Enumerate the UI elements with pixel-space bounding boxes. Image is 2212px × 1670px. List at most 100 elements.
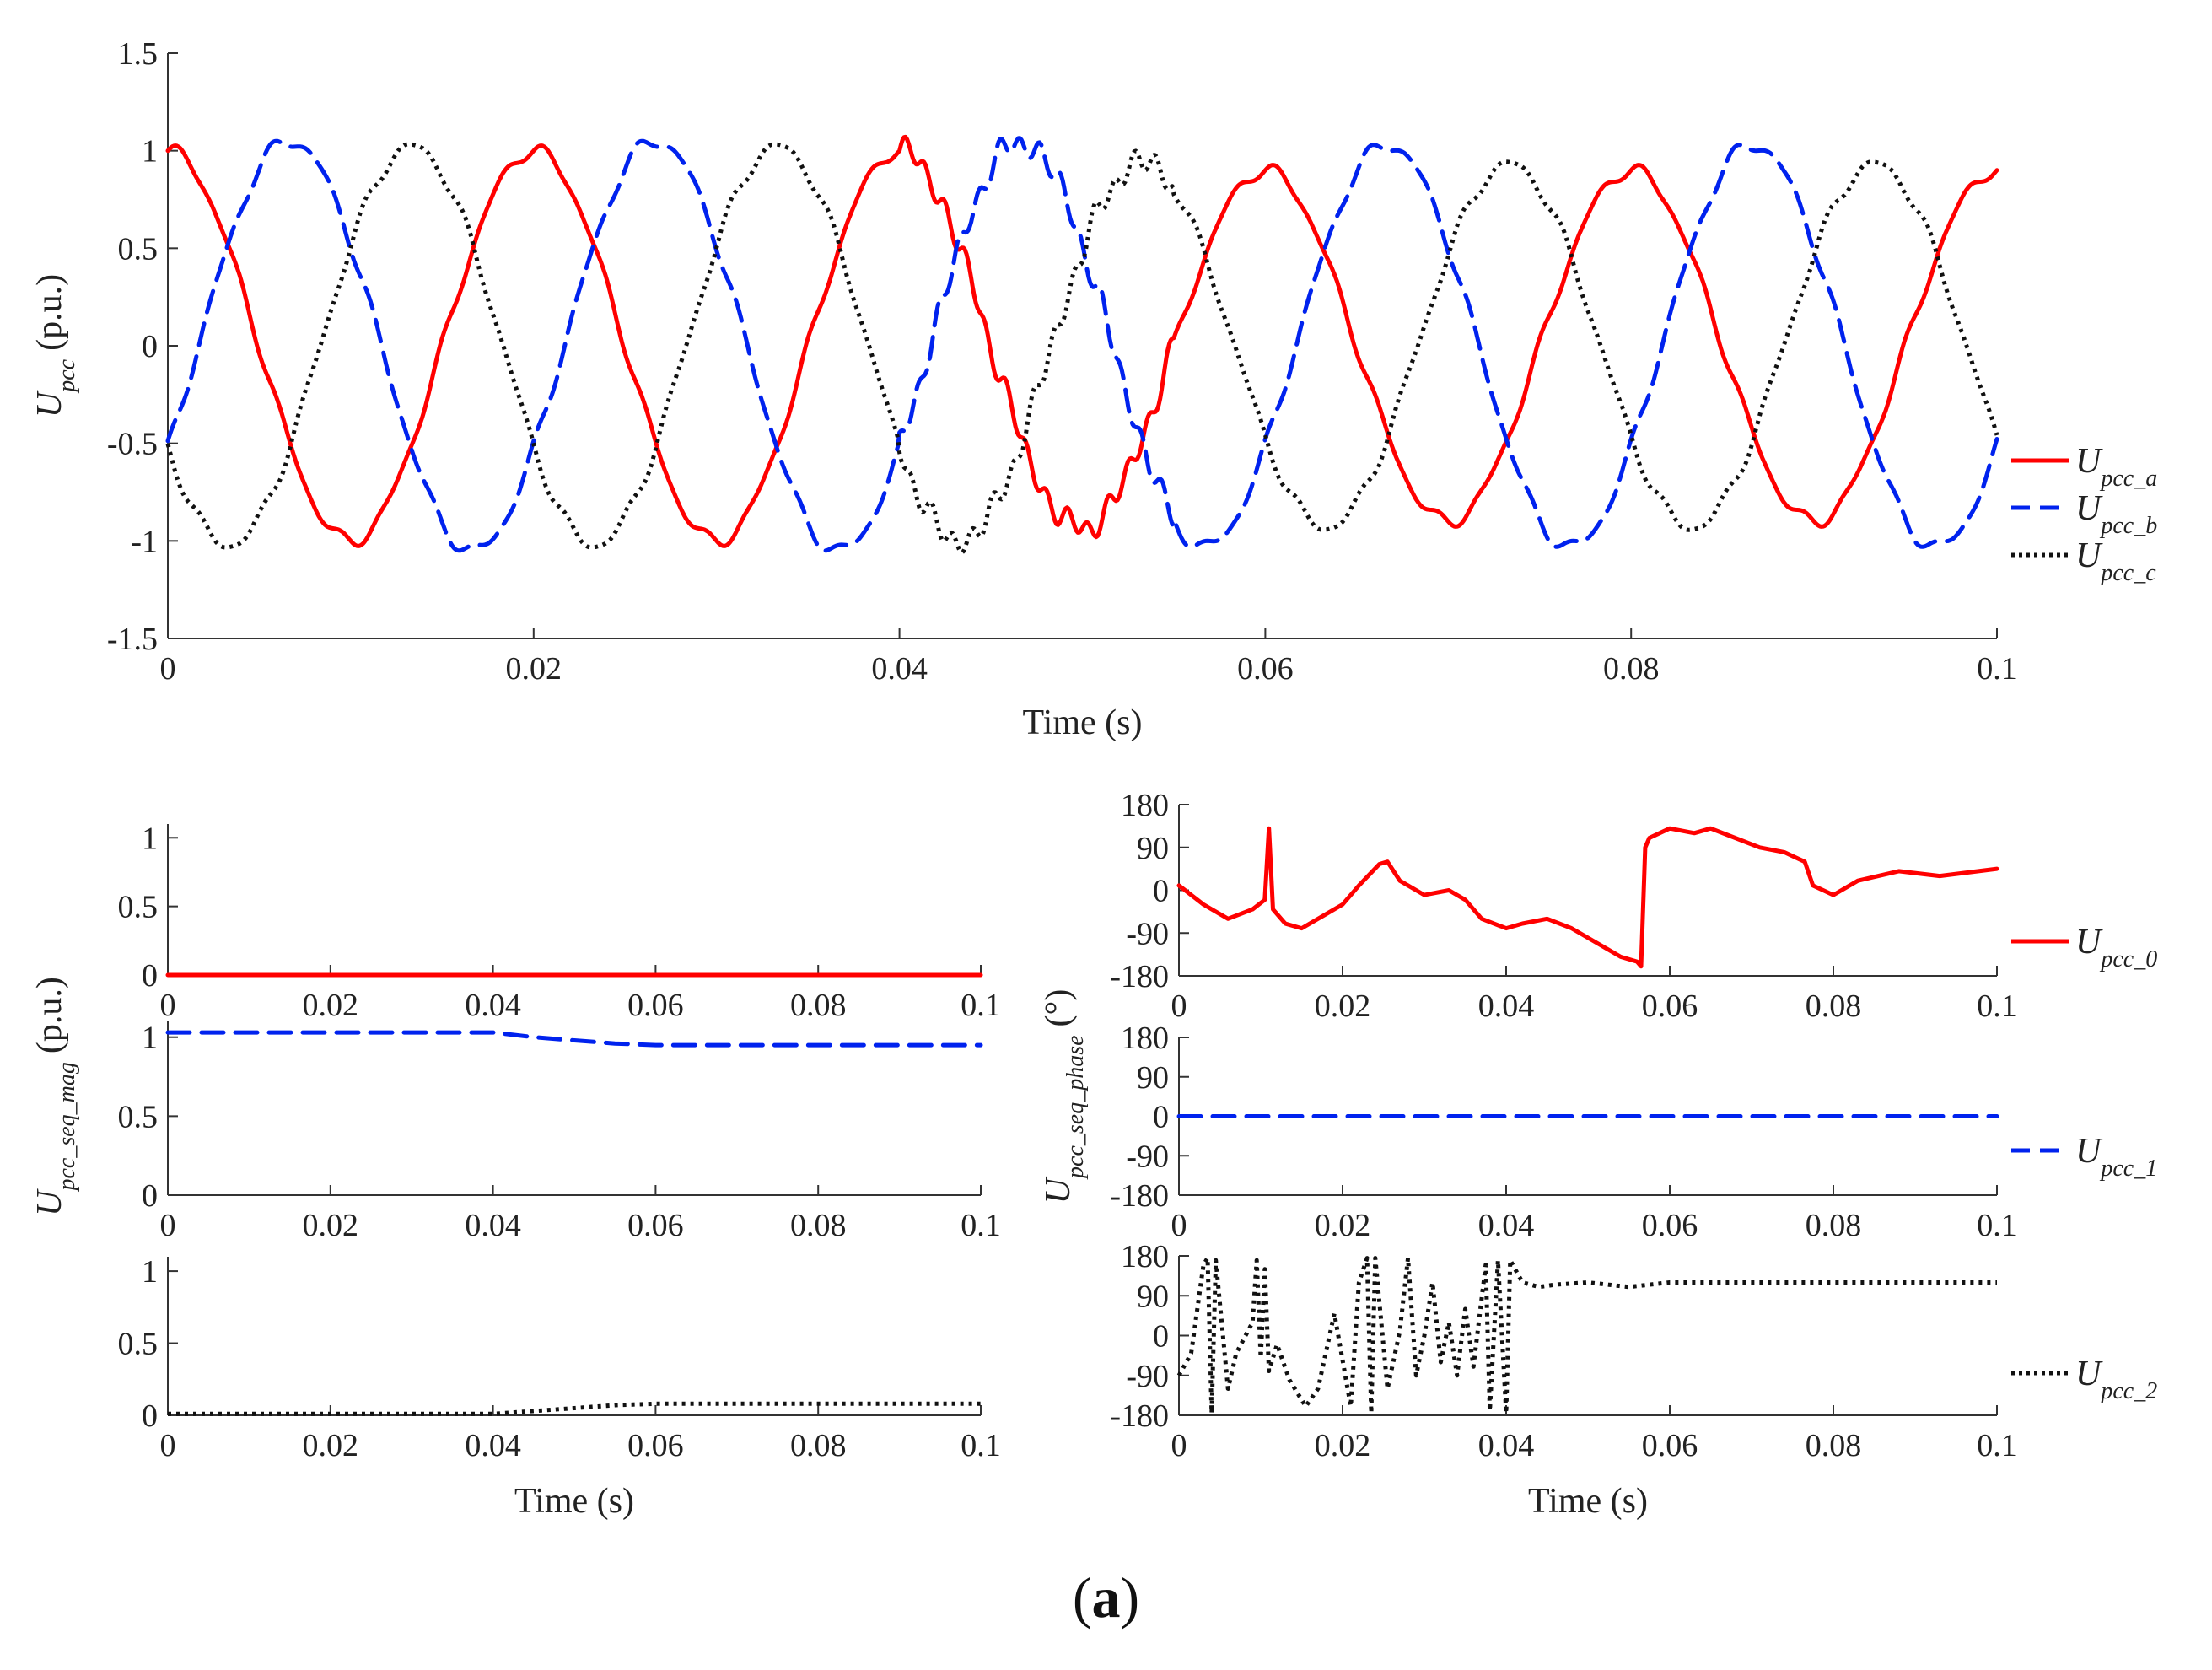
top-x-tick-label: 0.1 bbox=[1977, 651, 2017, 687]
phase-2-y-tick-label: 180 bbox=[1121, 1239, 1169, 1274]
phase-2-x-tick-label: 0.1 bbox=[1977, 1428, 2017, 1463]
mag-1-x-tick-label: 0 bbox=[160, 1208, 176, 1243]
phase-1-x-tick-label: 0.04 bbox=[1478, 1208, 1535, 1243]
mag-0-x-tick-label: 0.02 bbox=[303, 988, 359, 1023]
phase-y-axis-label-sub: pcc_seq_phase bbox=[1063, 1035, 1089, 1180]
phase-y-axis-label-unit: (°) bbox=[1039, 989, 1078, 1027]
phase-0-x-tick-label: 0.06 bbox=[1642, 989, 1698, 1024]
phase-1-y-tick-label: -180 bbox=[1110, 1178, 1169, 1214]
phase-1-y-tick-label: -90 bbox=[1126, 1139, 1169, 1174]
top-x-tick-label: 0.04 bbox=[871, 651, 928, 687]
phase-1-y-tick-label: 180 bbox=[1121, 1021, 1169, 1056]
mag-y-axis-label-sub: pcc_seq_mag bbox=[54, 1062, 80, 1192]
phase-legend-phase_0-label-sub: pcc_0 bbox=[2099, 946, 2157, 972]
phase-0-x-tick-label: 0 bbox=[1171, 989, 1187, 1024]
top-series-pcc_b bbox=[165, 136, 1999, 553]
caption-open: ( bbox=[1072, 1565, 1092, 1630]
top-legend-pcc_b-label-sub: pcc_b bbox=[2099, 513, 2157, 539]
phase-0-y-tick-label: -90 bbox=[1126, 916, 1169, 951]
phase-y-axis-label: Upcc_seq_phase (°) bbox=[1039, 989, 1089, 1204]
phase-0-x-tick-label: 0.04 bbox=[1478, 989, 1535, 1024]
phase-2-x-tick-label: 0.02 bbox=[1315, 1428, 1371, 1463]
phase-0-x-tick-label: 0.02 bbox=[1315, 989, 1371, 1024]
top-x-tick-label: 0.06 bbox=[1237, 651, 1294, 687]
mag-1-y-tick-label: 1 bbox=[142, 1021, 158, 1056]
mag-1-x-tick-label: 0.04 bbox=[465, 1208, 521, 1243]
top-series-pcc_a bbox=[165, 134, 1999, 548]
caption-letter: a bbox=[1091, 1565, 1121, 1630]
chart-top: 0 0.02 0.04 0.06 0.08 0.1 -1.5 -1 -0.5 0 0.5 1 1.5 Ti… bbox=[30, 36, 2157, 742]
phase-0-y-tick-label: 180 bbox=[1121, 788, 1169, 823]
mag-y-axis-label-main: U bbox=[30, 1188, 69, 1216]
phase-legend-phase_1-label: Upcc_1 bbox=[2075, 1132, 2157, 1182]
phase-2-x-tick-label: 0.08 bbox=[1806, 1428, 1862, 1463]
phase-0-x-tick-label: 0.08 bbox=[1806, 989, 1862, 1024]
mag-2-x-tick-label: 0.08 bbox=[790, 1428, 847, 1463]
mag-2-y-tick-label: 0.5 bbox=[118, 1327, 159, 1362]
phase-x-axis-label: Time (s) bbox=[1528, 1482, 1648, 1521]
figure-caption: (a) bbox=[0, 1565, 2212, 1631]
top-series-pcc_c bbox=[165, 142, 1999, 555]
top-x-axis-label: Time (s) bbox=[1023, 703, 1143, 742]
mag-1-y-tick-label: 0.5 bbox=[118, 1099, 159, 1134]
phase-1-x-tick-label: 0.06 bbox=[1642, 1208, 1698, 1243]
mag-2-y-tick-label: 1 bbox=[142, 1254, 158, 1290]
caption-close: ) bbox=[1120, 1565, 1140, 1630]
mag-2-x-tick-label: 0 bbox=[160, 1428, 176, 1463]
phase-2-x-tick-label: 0.04 bbox=[1478, 1428, 1535, 1463]
chart-seq-phase: 0 0.02 0.04 0.06 0.08 0.1-180-90090180Upcc_00… bbox=[1039, 788, 2157, 1521]
mag-2-x-tick-label: 0.06 bbox=[627, 1428, 684, 1463]
phase-1-y-tick-label: 0 bbox=[1153, 1100, 1169, 1135]
mag-0-y-tick-label: 1 bbox=[142, 821, 158, 856]
mag-0-y-tick-label: 0.5 bbox=[118, 890, 159, 925]
mag-0-x-tick-label: 0.04 bbox=[465, 988, 521, 1023]
mag-2-x-tick-label: 0.02 bbox=[303, 1428, 359, 1463]
top-legend-pcc_c-label: Upcc_c bbox=[2075, 536, 2156, 586]
phase-0-x-tick-label: 0.1 bbox=[1977, 989, 2017, 1024]
phase-legend-phase_0-label: Upcc_0 bbox=[2075, 923, 2157, 972]
mag-0-x-tick-label: 0 bbox=[160, 988, 176, 1023]
phase-legend-phase_2-label-sub: pcc_2 bbox=[2099, 1378, 2157, 1404]
phase-1-x-tick-label: 0 bbox=[1171, 1208, 1187, 1243]
phase-legend-phase_2-label: Upcc_2 bbox=[2075, 1355, 2157, 1404]
mag-1-x-tick-label: 0.1 bbox=[961, 1208, 1001, 1243]
top-x-tick-label: 0.08 bbox=[1603, 651, 1660, 687]
mag-series-mag_2 bbox=[168, 1401, 981, 1416]
phase-2-y-tick-label: -90 bbox=[1126, 1359, 1169, 1394]
phase-1-x-tick-label: 0.08 bbox=[1806, 1208, 1862, 1243]
top-legend-pcc_a-label: Upcc_a bbox=[2075, 442, 2157, 492]
mag-0-y-tick-label: 0 bbox=[142, 958, 158, 994]
phase-2-y-tick-label: 90 bbox=[1137, 1279, 1169, 1314]
phase-0-y-tick-label: 90 bbox=[1137, 831, 1169, 866]
mag-0-x-tick-label: 0.1 bbox=[961, 988, 1001, 1023]
phase-0-y-tick-label: 0 bbox=[1153, 874, 1169, 909]
mag-2-y-tick-label: 0 bbox=[142, 1398, 158, 1434]
mag-series-mag_1 bbox=[165, 1030, 983, 1048]
mag-2-x-tick-label: 0.04 bbox=[465, 1428, 521, 1463]
phase-series-phase_2 bbox=[1176, 1256, 1997, 1415]
top-y-tick-label: -0.5 bbox=[107, 427, 158, 462]
top-y-tick-label: 0.5 bbox=[118, 231, 159, 267]
mag-y-axis-label: Upcc_seq_mag (p.u.) bbox=[30, 977, 80, 1216]
phase-1-x-tick-label: 0.02 bbox=[1315, 1208, 1371, 1243]
mag-0-x-tick-label: 0.08 bbox=[790, 988, 847, 1023]
top-y-tick-label: -1.5 bbox=[107, 622, 158, 657]
top-y-tick-label: 0 bbox=[142, 329, 158, 364]
top-y-axis-label-unit: (p.u.) bbox=[30, 274, 69, 351]
phase-y-axis-label-main: U bbox=[1039, 1176, 1078, 1204]
phase-1-x-tick-label: 0.1 bbox=[1977, 1208, 2017, 1243]
top-y-tick-label: 1.5 bbox=[118, 36, 159, 72]
mag-1-x-tick-label: 0.06 bbox=[627, 1208, 684, 1243]
mag-0-x-tick-label: 0.06 bbox=[627, 988, 684, 1023]
mag-1-x-tick-label: 0.02 bbox=[303, 1208, 359, 1243]
top-y-tick-label: 1 bbox=[142, 134, 158, 170]
mag-2-x-tick-label: 0.1 bbox=[961, 1428, 1001, 1463]
mag-x-axis-label: Time (s) bbox=[514, 1482, 634, 1521]
phase-series-phase_0 bbox=[1176, 826, 1999, 969]
top-y-tick-label: -1 bbox=[131, 524, 158, 559]
phase-2-x-tick-label: 0.06 bbox=[1642, 1428, 1698, 1463]
top-y-axis-label-sub: pcc bbox=[54, 358, 80, 393]
mag-y-axis-label-unit: (p.u.) bbox=[30, 977, 69, 1053]
mag-1-y-tick-label: 0 bbox=[142, 1178, 158, 1214]
